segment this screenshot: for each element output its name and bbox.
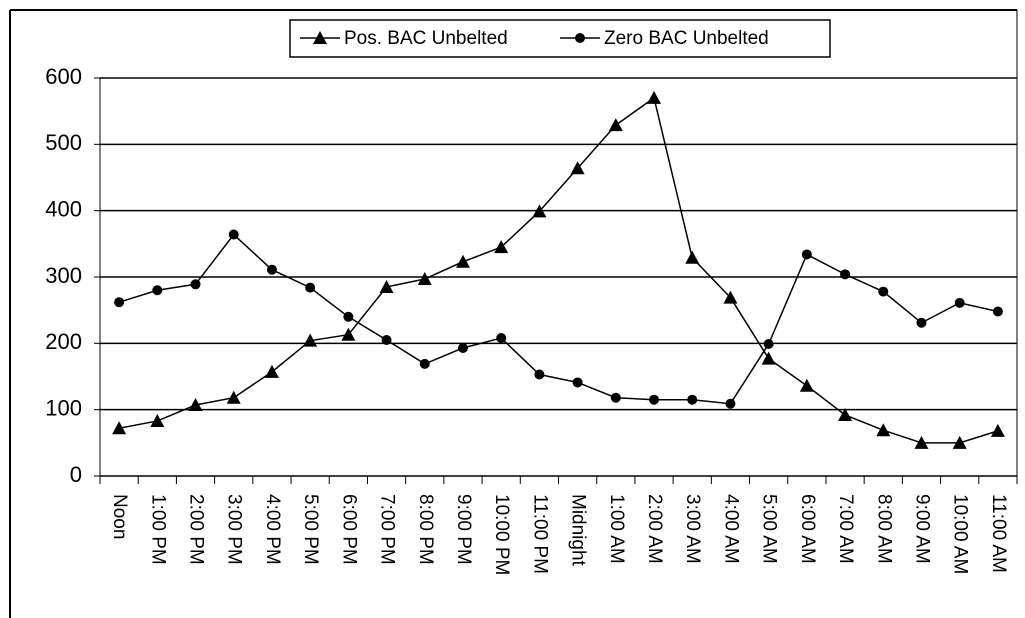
x-tick-label: 8:00 AM — [873, 494, 894, 564]
point — [496, 333, 507, 344]
x-tick-label: 9:00 PM — [453, 494, 474, 565]
point — [226, 390, 241, 404]
point — [916, 317, 927, 328]
x-tick-label: 2:00 PM — [186, 494, 207, 565]
point — [608, 118, 623, 132]
x-tick-label: 11:00 AM — [988, 494, 1009, 573]
point — [723, 290, 738, 304]
point — [575, 33, 585, 43]
point — [305, 282, 316, 293]
point — [150, 413, 165, 427]
point — [534, 369, 545, 380]
y-tick-label: 600 — [45, 64, 82, 89]
point — [379, 279, 394, 293]
y-tick-label: 100 — [45, 395, 82, 420]
x-tick-label: Midnight — [568, 494, 589, 567]
point — [152, 285, 163, 296]
y-tick-label: 500 — [45, 130, 82, 155]
x-tick-label: 7:00 PM — [377, 494, 398, 565]
y-tick-label: 400 — [45, 196, 82, 221]
x-tick-label: 3:00 AM — [682, 494, 703, 564]
x-tick-label: 4:00 PM — [262, 494, 283, 565]
point — [572, 377, 583, 388]
x-tick-label: 5:00 AM — [759, 494, 780, 564]
point — [303, 333, 318, 347]
x-tick-label: 5:00 PM — [300, 494, 321, 565]
y-tick-label: 200 — [45, 329, 82, 354]
point — [457, 342, 468, 353]
point — [687, 394, 698, 405]
point — [876, 423, 891, 437]
point — [313, 31, 327, 44]
x-tick-label: 3:00 PM — [224, 494, 245, 565]
point — [494, 240, 509, 254]
point — [532, 204, 547, 218]
point — [799, 378, 814, 392]
point — [990, 423, 1005, 437]
x-tick-label: 6:00 PM — [338, 494, 359, 565]
x-tick-label: 10:00 AM — [950, 494, 971, 574]
x-tick-label: Noon — [109, 494, 130, 539]
point — [725, 398, 736, 409]
point — [992, 306, 1003, 317]
x-tick-label: 1:00 AM — [606, 494, 627, 564]
x-tick-label: 6:00 AM — [797, 494, 818, 564]
point — [419, 358, 430, 369]
x-tick-label: 10:00 PM — [491, 494, 512, 575]
point — [954, 297, 965, 308]
point — [838, 407, 853, 421]
legend-label: Zero BAC Unbelted — [604, 28, 769, 49]
point — [647, 90, 662, 104]
point — [570, 161, 585, 175]
point — [840, 269, 851, 280]
point — [649, 394, 660, 405]
point — [112, 421, 127, 435]
point — [266, 264, 277, 275]
x-tick-label: 1:00 PM — [147, 494, 168, 565]
y-tick-label: 300 — [45, 263, 82, 288]
x-tick-label: 8:00 PM — [415, 494, 436, 565]
point — [878, 286, 889, 297]
x-tick-label: 4:00 AM — [720, 494, 741, 564]
series-line — [118, 96, 999, 444]
point — [190, 279, 201, 290]
y-tick-label: 0 — [70, 462, 82, 487]
point — [188, 398, 203, 412]
point — [228, 229, 239, 240]
point — [610, 392, 621, 403]
point — [455, 254, 470, 268]
point — [761, 351, 776, 365]
x-tick-label: 9:00 AM — [911, 494, 932, 564]
point — [685, 250, 700, 264]
point — [763, 338, 774, 349]
point — [343, 311, 354, 322]
point — [381, 335, 392, 346]
point — [801, 249, 812, 260]
x-tick-label: 11:00 PM — [529, 494, 550, 574]
legend-label: Pos. BAC Unbelted — [344, 28, 508, 49]
point — [952, 435, 967, 449]
point — [914, 435, 929, 449]
point — [417, 271, 432, 285]
x-tick-label: 7:00 AM — [835, 494, 856, 564]
series-line — [118, 233, 999, 405]
point — [114, 297, 125, 308]
x-tick-label: 2:00 AM — [644, 494, 665, 564]
point — [264, 364, 279, 378]
point — [341, 327, 356, 341]
